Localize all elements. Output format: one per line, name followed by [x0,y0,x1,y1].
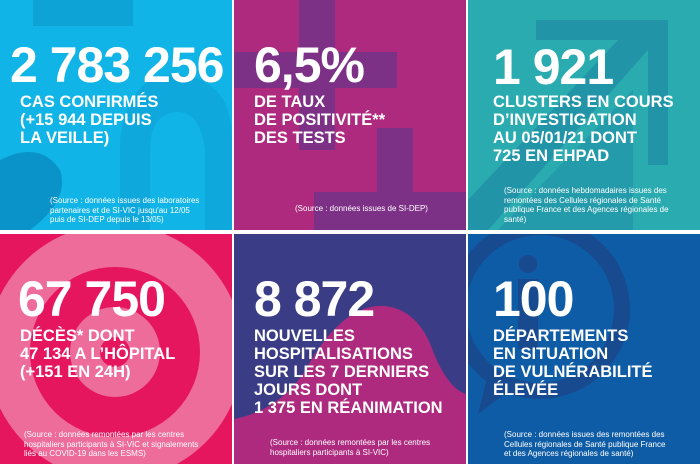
clusters-label: CLUSTERS EN COURS D’INVESTIGATION AU 05/… [493,93,674,165]
confirmed-cases-label: CAS CONFIRMÉS (+15 944 DEPUIS LA VEILLE) [20,93,159,147]
deaths-source: (Source : données remontées par les cent… [24,430,199,458]
deaths-value: 67 750 [18,271,166,327]
tile-vulnerable-departments: 100 DÉPARTEMENTS EN SITUATION DE VULNÉRA… [468,234,700,464]
confirmed-cases-source: (Source : données issues des laboratoire… [50,196,200,224]
number-20-background-icon [0,0,232,230]
positivity-rate-source: (Source : données issues de SI-DEP) [295,204,428,213]
clusters-source: (Source : données hebdomadaires issues d… [504,186,669,224]
target-rings-background-icon [0,234,232,464]
positivity-rate-label: DE TAUX DE POSITIVITÉ** DES TESTS [254,93,386,147]
hospitalisations-label: NOUVELLES HOSPITALISATIONS SUR LES 7 DER… [254,327,443,417]
tile-confirmed-cases: 2 783 256 CAS CONFIRMÉS (+15 944 DEPUIS … [0,0,232,230]
departments-value: 100 [493,271,574,327]
hospitalisations-value: 8 872 [254,271,375,327]
deaths-label: DÉCÈS* DONT 47 134 A L’HÔPITAL (+151 EN … [20,327,176,381]
departments-source: (Source : données issues des remontées d… [504,430,666,458]
tile-deaths: 67 750 DÉCÈS* DONT 47 134 A L’HÔPITAL (+… [0,234,232,464]
arrow-up-right-background-icon [468,20,668,230]
confirmed-cases-value: 2 783 256 [10,37,224,93]
tile-positivity-rate: 6,5% DE TAUX DE POSITIVITÉ** DES TESTS (… [234,0,466,230]
curve-wave-background-icon [234,305,466,464]
departments-label: DÉPARTEMENTS EN SITUATION DE VULNÉRABILI… [493,327,653,399]
tile-clusters: 1 921 CLUSTERS EN COURS D’INVESTIGATION … [468,0,700,230]
info-speech-bubble-background-icon [468,234,630,414]
hospitalisations-source: (Source : données remontées par les cent… [270,438,431,457]
positivity-rate-value: 6,5% [254,37,365,93]
clusters-value: 1 921 [493,39,614,95]
tile-hospitalisations: 8 872 NOUVELLES HOSPITALISATIONS SUR LES… [234,234,466,464]
plus-signs-background-icon [234,0,466,230]
